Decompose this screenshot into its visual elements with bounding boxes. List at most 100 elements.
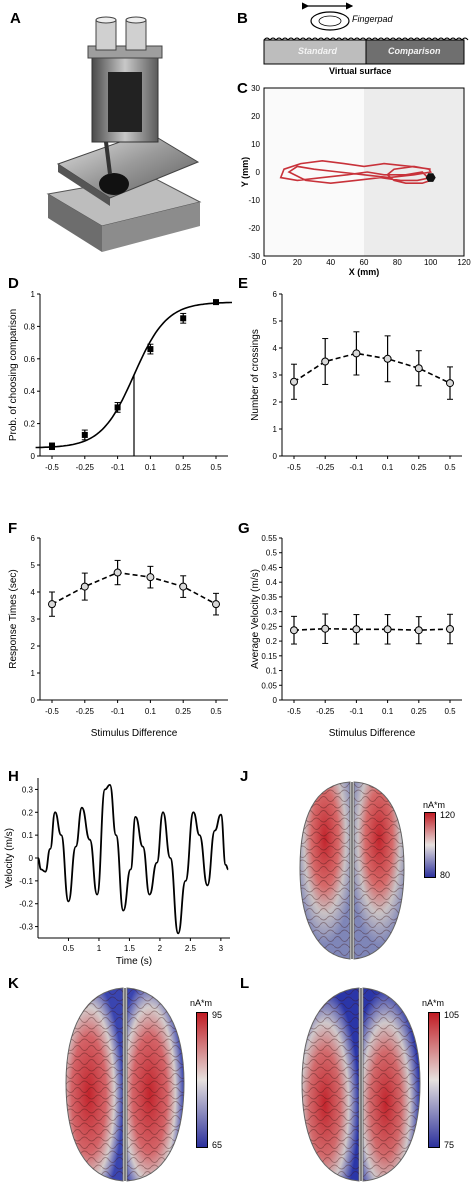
data-point — [147, 346, 154, 353]
x-tick-label: 0.25 — [175, 463, 191, 472]
x-tick-label: -0.1 — [111, 463, 125, 472]
colorbar-j — [424, 812, 436, 878]
standard-region — [264, 88, 364, 256]
series-line — [293, 352, 451, 384]
y-tick-label: 30 — [251, 84, 260, 93]
y-tick-label: -10 — [248, 196, 260, 205]
y-tick-label: 3 — [31, 615, 36, 624]
y-tick-label: 6 — [273, 290, 278, 299]
y-tick-label: -0.2 — [19, 900, 33, 909]
data-point — [290, 626, 298, 635]
y-axis-label: Prob. of choosing comparison — [8, 309, 19, 441]
comparison-label: Comparison — [388, 46, 441, 56]
y-tick-label: 0.2 — [24, 420, 36, 429]
y-tick-label: 0 — [31, 452, 36, 461]
x-tick-label: 0.5 — [210, 707, 222, 716]
y-tick-label: 0.8 — [24, 322, 36, 331]
y-tick-label: 1 — [31, 290, 36, 299]
x-axis-label: Stimulus Difference — [329, 728, 416, 739]
panel-label-e: E — [238, 275, 249, 292]
y-tick-label: 1 — [31, 669, 36, 678]
panel-label-b: B — [237, 10, 248, 27]
y-tick-label: 0.15 — [261, 652, 277, 661]
average-velocity-chart: 0 0.05 0.1 0.15 0.2 0.25 0.3 0.35 0.4 0.45 0.5 0.55… — [250, 534, 462, 739]
x-tick-label: -0.25 — [76, 463, 95, 472]
x-axis-label: X (mm) — [349, 267, 380, 277]
x-axis-label: Stimulus Difference — [91, 728, 178, 739]
comparison-region — [364, 88, 464, 256]
panel-label-c: C — [237, 80, 248, 97]
y-tick-label: 5 — [273, 317, 278, 326]
colorbar-unit-j: nA*m — [423, 800, 446, 810]
y-tick-label: 0.05 — [261, 681, 277, 690]
colorbar-k — [196, 1012, 208, 1148]
data-point — [414, 626, 423, 635]
brain-map-l — [301, 987, 421, 1182]
plot-frame — [263, 87, 465, 257]
x-tick-label: 0.1 — [145, 707, 157, 716]
x-tick-label: -0.25 — [316, 707, 335, 716]
data-point — [146, 573, 155, 582]
x-axis-label: Time (s) — [116, 956, 152, 966]
panel-label-a: A — [10, 10, 21, 27]
data-point — [290, 377, 298, 386]
y-axis-label: Y (mm) — [240, 157, 250, 187]
data-point — [213, 299, 219, 306]
trajectory-line — [279, 159, 433, 185]
x-tick-label: 0.5 — [210, 463, 222, 472]
data-point — [321, 624, 330, 633]
crossings-chart: 0 1 2 3 4 5 6 -0.5 -0.25 -0.1 0.1 0.25 0.5 Number of … — [250, 290, 462, 472]
data-point — [352, 625, 361, 634]
data-point — [212, 600, 220, 609]
panel-label-l: L — [240, 975, 250, 992]
data-point — [114, 404, 121, 411]
data-point — [446, 625, 454, 634]
data-point — [179, 582, 188, 591]
fingertip-marker — [425, 173, 436, 182]
data-point — [80, 582, 89, 591]
panel-label-j: J — [240, 768, 249, 785]
y-tick-label: 0.1 — [22, 831, 34, 840]
colorbar-unit-l: nA*m — [422, 998, 445, 1008]
data-point — [49, 443, 55, 450]
y-tick-label: 6 — [31, 534, 36, 543]
y-tick-label: -0.1 — [19, 877, 33, 886]
x-tick-label: 100 — [424, 258, 438, 267]
y-axis-label: Response Times (sec) — [8, 569, 19, 668]
brain-map-k — [65, 987, 185, 1182]
x-tick-label: 0.5 — [63, 944, 75, 953]
response-times-chart: 0 1 2 3 4 5 6 -0.5 -0.25 -0.1 0.1 0.25 0.5 Response T… — [8, 534, 228, 739]
data-point — [383, 625, 392, 634]
x-tick-label: 80 — [393, 258, 402, 267]
y-axis-label: Velocity (m/s) — [4, 828, 15, 888]
y-tick-label: 5 — [31, 561, 36, 570]
y-tick-label: 0.45 — [261, 563, 277, 572]
x-tick-label: -0.25 — [76, 707, 95, 716]
panel-label-g: G — [238, 520, 250, 537]
data-point — [446, 379, 454, 388]
y-tick-label: -20 — [248, 224, 260, 233]
series-line — [293, 627, 451, 631]
y-tick-label: 0 — [31, 696, 36, 705]
fingerpad-label: Fingerpad — [352, 14, 393, 24]
y-tick-label: 0 — [256, 168, 261, 177]
data-point — [383, 354, 392, 363]
y-tick-label: 0 — [29, 854, 34, 863]
velocity-trace — [37, 783, 229, 935]
x-tick-label: -0.5 — [45, 707, 59, 716]
x-tick-label: 40 — [326, 258, 335, 267]
y-tick-label: 0.4 — [24, 387, 36, 396]
x-tick-label: 0 — [262, 258, 267, 267]
y-tick-label: 0.3 — [22, 785, 34, 794]
y-tick-label: 0.4 — [266, 578, 278, 587]
colorbar-max-k: 95 — [212, 1010, 223, 1020]
x-tick-label: 0.1 — [382, 707, 394, 716]
x-tick-label: -0.5 — [45, 463, 59, 472]
x-tick-label: 0.25 — [411, 463, 427, 472]
standard-label: Standard — [298, 46, 338, 56]
y-tick-label: 0.2 — [22, 808, 34, 817]
y-axis-label: Number of crossings — [250, 329, 261, 421]
x-tick-label: 1.5 — [124, 944, 136, 953]
y-tick-label: 0.6 — [24, 355, 36, 364]
